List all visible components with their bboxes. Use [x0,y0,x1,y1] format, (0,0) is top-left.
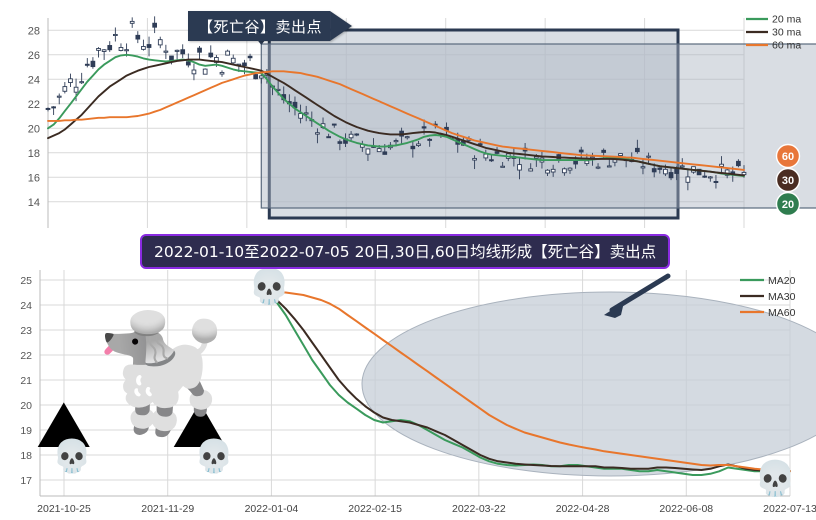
top-ma-line [47,53,745,177]
bottom-y-tick: 21 [20,375,32,387]
bottom-x-tick: 2022-06-08 [659,503,713,515]
bottom-x-tick: 2021-11-29 [141,503,194,515]
ma-badge [775,167,801,193]
chart-title-banner: 2022-01-10至2022-07-05 20日,30日,60日均线形成【死亡… [140,234,671,269]
bottom-y-tick: 19 [20,425,32,437]
bottom-y-tick: 25 [20,275,32,287]
top-ma-line [47,58,745,177]
bottom-y-tick: 22 [20,350,32,362]
bottom-x-tick: 2022-07-13 [763,503,816,515]
top-legend-label: 30 ma [772,27,801,39]
pointer-arrow-head [604,302,624,318]
top-y-tick: 22 [28,99,40,111]
callout-arrow-tip [330,11,353,41]
ma-value-badges: 60 30 20 [775,143,801,217]
chart-title-text: 2022-01-10至2022-07-05 20日,30日,60日均线形成【死亡… [154,243,657,261]
top-y-tick: 20 [28,123,40,135]
skull-icon-left: 💀 [52,437,92,475]
ma-badge-label: 30 [782,175,794,187]
bottom-legend: MA20 MA30 MA60 [740,275,796,319]
callout-banner-label: 【死亡谷】卖出点 [198,17,323,36]
poodle-icon: 🐩 [92,309,232,439]
ma-badge-label: 60 [782,151,794,163]
bottom-x-tick: 2022-02-15 [348,503,402,515]
bottom-legend-label: MA30 [768,291,796,303]
top-y-tick: 18 [28,148,40,160]
bottom-x-tick: 2021-10-25 [37,503,91,515]
skull-icon-crossover: 💀 [248,267,291,307]
bottom-y-tick: 23 [20,325,32,337]
mountain-icon-right: ⛰ [172,386,228,463]
skull-icon-end: 💀 [754,459,797,499]
top-candlestick-panel: 14 16 18 20 22 24 26 28 20 ma 30 ma 60 ma 60 30 20 [0,0,816,232]
ma-badge [775,143,801,169]
bottom-y-tick: 17 [20,475,32,487]
top-legend-label: 20 ma [772,14,801,26]
bottom-x-tick: 2022-03-22 [452,503,506,515]
bottom-x-tick: 2022-04-28 [556,503,610,515]
bottom-legend-label: MA20 [768,275,796,287]
bottom-ma-line [267,291,791,473]
bottom-y-tick: 18 [20,450,32,462]
top-y-tick: 14 [28,197,40,209]
top-ma-line [47,70,745,171]
top-y-tick: 24 [28,74,40,86]
highlight-box-inner [260,43,816,209]
mountain-icon-left: ⛰ [36,386,92,463]
ma-badge [775,191,801,217]
skull-icon-right: 💀 [194,437,234,475]
callout-banner-body: 【死亡谷】卖出点 [188,11,331,41]
bottom-ma-line [267,291,791,473]
highlight-box-outer [267,28,680,220]
top-y-tick: 26 [28,50,40,62]
top-y-tick: 16 [28,172,40,184]
top-y-tick: 28 [28,25,40,37]
bottom-chart-svg: 17 18 19 20 21 22 23 24 25 2021-10-25 2021-11-29 20… [20,270,816,515]
ma-badge-label: 20 [782,199,794,211]
bottom-ma-panel: 17 18 19 20 21 22 23 24 25 2021-10-25 2021-11-29 20… [0,258,816,520]
bottom-x-tick: 2022-01-04 [245,503,299,515]
top-legend-label: 60 ma [772,40,801,52]
bottom-y-tick: 24 [20,300,32,312]
death-valley-ellipse [361,291,816,477]
bottom-legend-label: MA60 [768,307,796,319]
death-valley-callout-banner: 【死亡谷】卖出点 [188,11,353,41]
bottom-y-tick: 20 [20,400,32,412]
